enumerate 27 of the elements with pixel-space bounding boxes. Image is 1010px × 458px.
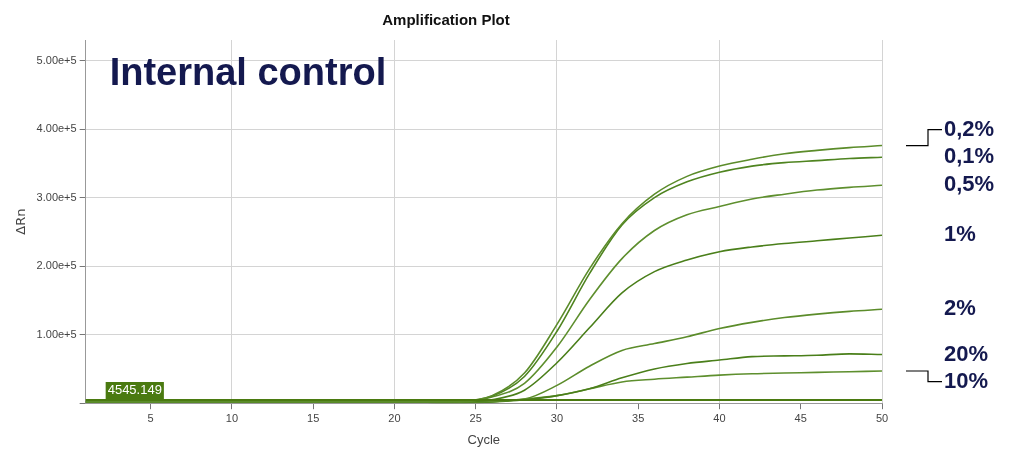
x-tick-label: 40 <box>713 411 726 424</box>
text: 1% <box>944 221 976 247</box>
annotation: Internal control <box>109 51 387 94</box>
y-tick-label: 5.00e+5 <box>36 53 77 66</box>
x-tick-label: 50 <box>875 411 889 424</box>
text: 2% <box>944 295 976 321</box>
x-tick-label: 35 <box>632 411 645 424</box>
text: 0,2% <box>944 115 995 141</box>
text: 10% <box>944 367 989 393</box>
x-tick-label: 30 <box>550 411 564 424</box>
y-tick-label: 3.00e+5 <box>36 190 77 203</box>
text: 20% <box>944 340 989 366</box>
ref-line-label: 4545.149 <box>107 382 162 398</box>
text: 0,5% <box>944 171 995 197</box>
x-tick-label: 15 <box>307 411 320 424</box>
y-tick-label: 2.00e+5 <box>36 259 77 272</box>
y-tick-label: 4.00e+5 <box>36 122 77 135</box>
x-axis-title: Cycle <box>467 431 501 447</box>
text: 0,1% <box>944 143 995 169</box>
x-tick-label: 25 <box>469 411 482 424</box>
x-tick-label: 20 <box>388 411 401 424</box>
chart-title: Amplification Plot <box>382 11 510 29</box>
y-axis-title: ΔRn <box>13 208 29 235</box>
x-tick-label: 5 <box>147 411 154 424</box>
y-tick-label: 1.00e+5 <box>36 327 77 340</box>
x-tick-label: 45 <box>794 411 807 424</box>
x-tick-label: 10 <box>225 411 239 424</box>
